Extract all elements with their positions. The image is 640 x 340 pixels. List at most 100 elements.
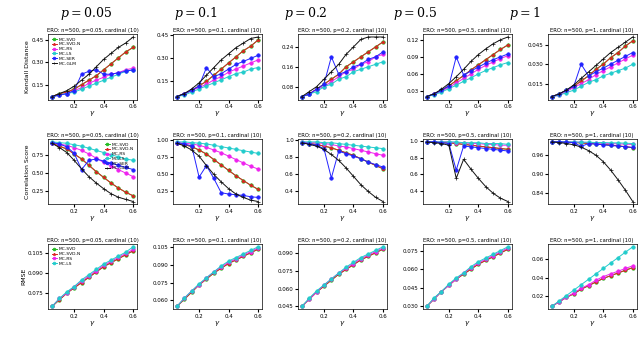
MC-GLM — [372, 195, 380, 199]
MC-RS — [122, 68, 130, 72]
MC-LS — [247, 150, 255, 154]
MC-SVD — [548, 140, 556, 144]
MC-SVD-N — [423, 140, 431, 144]
MC-RS — [482, 63, 490, 67]
MC-SVD-N — [313, 290, 321, 294]
MC-SVD-N — [129, 194, 137, 198]
MC-RS — [188, 88, 196, 92]
MC-SVD — [570, 140, 578, 144]
MC-LS — [445, 282, 452, 286]
MC-SVD — [254, 247, 262, 251]
MC-SVD-N — [239, 49, 247, 53]
Line: MC-RS: MC-RS — [550, 53, 634, 98]
MC-SVD-N — [63, 291, 70, 295]
MC-SVD-N — [173, 304, 180, 308]
MC-SVD — [247, 183, 255, 187]
MC-RS — [600, 275, 607, 279]
MC-RS — [445, 283, 452, 287]
MC-RS — [218, 265, 225, 269]
Line: MC-GLM: MC-GLM — [425, 35, 509, 98]
MC-SVD — [614, 51, 622, 55]
MC-SER — [210, 75, 218, 79]
MC-LS — [452, 140, 460, 144]
MC-RS — [335, 75, 342, 79]
MC-RS — [497, 143, 504, 147]
MC-SVD-N — [320, 284, 328, 288]
MC-SVD — [218, 163, 225, 167]
MC-GLM — [489, 42, 497, 46]
MC-SVD — [629, 266, 637, 270]
Line: MC-GLM: MC-GLM — [550, 140, 634, 203]
Legend: MC-SVD, MC-SVD-N, MC-RS, MC-LS, MC-SER, MC-GLM: MC-SVD, MC-SVD-N, MC-RS, MC-LS, MC-SER, … — [104, 141, 135, 172]
X-axis label: $\gamma$: $\gamma$ — [339, 214, 346, 223]
MC-SVD — [621, 268, 629, 272]
MC-GLM — [357, 183, 365, 187]
MC-LS — [364, 252, 372, 256]
MC-SER — [305, 92, 313, 96]
MC-SVD-N — [364, 50, 372, 54]
MC-SER — [585, 141, 593, 146]
MC-GLM — [342, 52, 350, 56]
MC-SER — [305, 141, 313, 146]
MC-LS — [100, 262, 108, 266]
MC-SVD-N — [570, 140, 578, 144]
MC-SER — [423, 140, 431, 144]
MC-SVD-N — [570, 84, 578, 88]
Line: MC-SER: MC-SER — [175, 141, 260, 199]
MC-LS — [129, 68, 137, 72]
MC-SVD — [585, 284, 593, 288]
MC-SVD-N — [218, 67, 225, 71]
Line: MC-SER: MC-SER — [300, 141, 385, 180]
MC-SVD — [467, 68, 475, 72]
MC-SVD — [115, 56, 122, 60]
MC-SVD — [460, 142, 467, 147]
MC-SER — [210, 176, 218, 181]
MC-LS — [430, 93, 438, 97]
MC-SVD-N — [188, 88, 196, 92]
MC-SVD-N — [63, 90, 70, 94]
MC-SVD-N — [585, 284, 593, 288]
MC-GLM — [614, 178, 622, 182]
MC-SVD — [445, 84, 452, 88]
MC-RS — [129, 248, 137, 252]
MC-SER — [621, 145, 629, 149]
MC-RS — [115, 168, 122, 172]
MC-LS — [570, 288, 578, 292]
MC-GLM — [504, 200, 512, 204]
MC-SER — [629, 51, 637, 55]
MC-LS — [188, 289, 196, 293]
MC-RS — [467, 72, 475, 76]
MC-LS — [107, 258, 115, 262]
MC-RS — [364, 150, 372, 154]
MC-SER — [77, 168, 85, 172]
MC-SVD-N — [497, 147, 504, 151]
MC-RS — [592, 278, 600, 282]
MC-SVD — [585, 141, 593, 146]
MC-GLM — [438, 141, 445, 146]
MC-RS — [423, 304, 431, 308]
MC-GLM — [460, 67, 467, 71]
MC-SVD-N — [129, 45, 137, 49]
MC-RS — [173, 95, 180, 99]
MC-SVD-N — [254, 187, 262, 191]
MC-LS — [313, 89, 321, 94]
MC-RS — [577, 82, 585, 86]
Line: MC-GLM: MC-GLM — [51, 141, 135, 203]
MC-GLM — [122, 41, 130, 45]
MC-SER — [570, 84, 578, 88]
MC-RS — [100, 263, 108, 267]
MC-RS — [570, 85, 578, 89]
MC-LS — [460, 271, 467, 275]
MC-GLM — [247, 36, 255, 40]
MC-GLM — [254, 200, 262, 204]
MC-SVD-N — [621, 44, 629, 48]
Line: MC-SER: MC-SER — [425, 52, 509, 98]
MC-SVD — [563, 140, 570, 144]
MC-SVD-N — [313, 87, 321, 91]
MC-SVD — [298, 141, 306, 145]
MC-GLM — [482, 47, 490, 51]
MC-SVD — [107, 181, 115, 185]
MC-LS — [218, 144, 225, 149]
MC-SVD-N — [357, 258, 365, 262]
MC-SVD-N — [452, 141, 460, 146]
